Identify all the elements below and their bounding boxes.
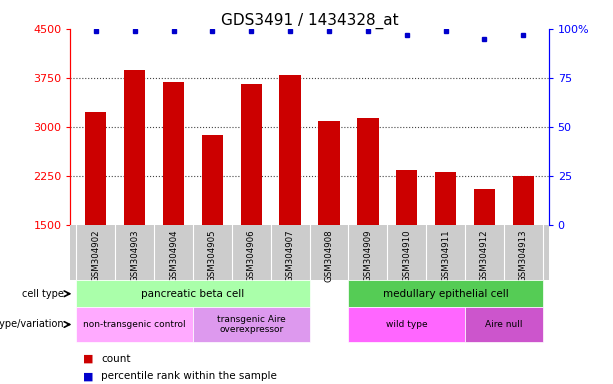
Text: GSM304908: GSM304908	[324, 229, 333, 282]
Text: transgenic Aire
overexpressor: transgenic Aire overexpressor	[217, 315, 286, 334]
Text: wild type: wild type	[386, 320, 427, 329]
Text: GSM304906: GSM304906	[247, 229, 256, 282]
Text: percentile rank within the sample: percentile rank within the sample	[101, 371, 277, 381]
Bar	[474, 189, 495, 323]
Text: Aire null: Aire null	[485, 320, 523, 329]
Text: GSM304911: GSM304911	[441, 229, 450, 282]
Bar	[85, 113, 107, 323]
Text: non-transgenic control: non-transgenic control	[83, 320, 186, 329]
Title: GDS3491 / 1434328_at: GDS3491 / 1434328_at	[221, 13, 398, 29]
Bar	[348, 307, 465, 342]
Bar	[193, 307, 310, 342]
Text: medullary epithelial cell: medullary epithelial cell	[383, 289, 509, 299]
Text: GSM304904: GSM304904	[169, 229, 178, 282]
Bar	[348, 280, 543, 307]
Text: count: count	[101, 354, 131, 364]
Text: GSM304910: GSM304910	[402, 229, 411, 282]
Bar	[240, 84, 262, 323]
Bar	[465, 307, 543, 342]
Text: genotype/variation: genotype/variation	[0, 319, 64, 329]
Bar	[163, 82, 184, 323]
Text: cell type: cell type	[23, 289, 64, 299]
Bar	[77, 307, 193, 342]
Bar	[280, 75, 301, 323]
Text: GSM304905: GSM304905	[208, 229, 217, 282]
Text: GSM304912: GSM304912	[480, 229, 489, 282]
Bar	[396, 170, 417, 323]
Text: GSM304907: GSM304907	[286, 229, 295, 282]
Text: pancreatic beta cell: pancreatic beta cell	[142, 289, 245, 299]
Bar	[124, 70, 145, 323]
Text: GSM304909: GSM304909	[364, 229, 372, 281]
Text: GSM304902: GSM304902	[91, 229, 101, 282]
Bar	[357, 118, 379, 323]
Bar	[318, 121, 340, 323]
Bar	[435, 172, 456, 323]
Bar	[202, 134, 223, 323]
Bar	[77, 280, 310, 307]
Bar	[512, 176, 534, 323]
Text: ■: ■	[83, 371, 93, 381]
Text: ■: ■	[83, 354, 93, 364]
Text: GSM304913: GSM304913	[519, 229, 528, 282]
Text: GSM304903: GSM304903	[130, 229, 139, 282]
